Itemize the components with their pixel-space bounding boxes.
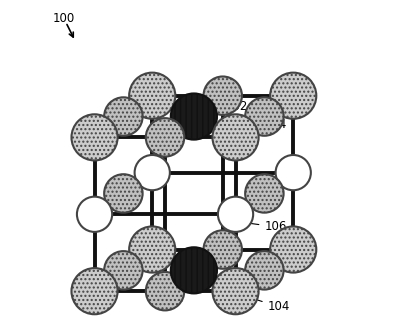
Circle shape — [146, 118, 184, 156]
Circle shape — [245, 97, 284, 136]
Circle shape — [270, 73, 316, 119]
Circle shape — [218, 197, 253, 232]
Circle shape — [276, 155, 311, 190]
Text: 106: 106 — [251, 220, 287, 233]
Circle shape — [129, 73, 175, 119]
Text: 104: 104 — [254, 118, 287, 131]
Circle shape — [204, 230, 242, 269]
Circle shape — [77, 197, 112, 232]
Circle shape — [171, 94, 217, 140]
Circle shape — [72, 268, 118, 314]
Text: 102: 102 — [208, 100, 248, 116]
Text: 102: 102 — [162, 289, 187, 305]
Circle shape — [104, 251, 142, 289]
Circle shape — [72, 114, 118, 160]
Circle shape — [212, 268, 258, 314]
Circle shape — [212, 114, 258, 160]
Circle shape — [135, 155, 170, 190]
Text: 100: 100 — [53, 12, 75, 25]
Circle shape — [146, 272, 184, 310]
Circle shape — [245, 174, 284, 213]
Circle shape — [104, 174, 142, 213]
Text: 104: 104 — [254, 299, 290, 313]
Circle shape — [104, 97, 142, 136]
Circle shape — [270, 227, 316, 273]
Circle shape — [171, 247, 217, 293]
Circle shape — [204, 77, 242, 115]
Circle shape — [245, 251, 284, 289]
Circle shape — [129, 227, 175, 273]
